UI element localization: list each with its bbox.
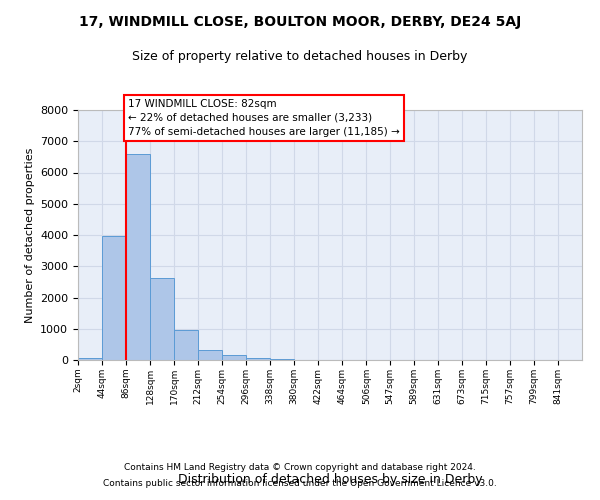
X-axis label: Distribution of detached houses by size in Derby: Distribution of detached houses by size … (178, 474, 482, 486)
Bar (126, 154, 150, 360)
Bar (102, 236, 126, 360)
Bar (78, 358, 102, 360)
Text: 17 WINDMILL CLOSE: 82sqm
← 22% of detached houses are smaller (3,233)
77% of sem: 17 WINDMILL CLOSE: 82sqm ← 22% of detach… (128, 99, 400, 137)
Text: Size of property relative to detached houses in Derby: Size of property relative to detached ho… (133, 50, 467, 63)
Bar (198, 350, 222, 360)
Text: 17, WINDMILL CLOSE, BOULTON MOOR, DERBY, DE24 5AJ: 17, WINDMILL CLOSE, BOULTON MOOR, DERBY,… (79, 15, 521, 29)
Bar (246, 358, 270, 360)
Text: Contains HM Land Registry data © Crown copyright and database right 2024.: Contains HM Land Registry data © Crown c… (124, 464, 476, 472)
Bar (174, 330, 198, 360)
Y-axis label: Number of detached properties: Number of detached properties (25, 148, 35, 322)
Bar (222, 356, 246, 360)
Text: Contains public sector information licensed under the Open Government Licence v3: Contains public sector information licen… (103, 478, 497, 488)
Bar (150, 278, 174, 360)
Bar (270, 359, 294, 360)
